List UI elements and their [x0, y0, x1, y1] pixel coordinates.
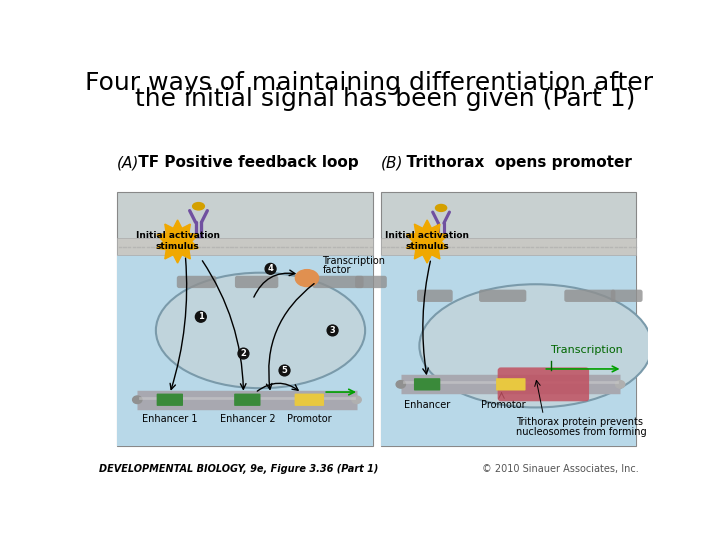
Ellipse shape [352, 396, 361, 403]
Text: DEVELOPMENTAL BIOLOGY, 9e, Figure 3.36 (Part 1): DEVELOPMENTAL BIOLOGY, 9e, Figure 3.36 (… [99, 464, 379, 475]
FancyBboxPatch shape [312, 276, 364, 288]
Circle shape [265, 264, 276, 274]
Text: Four ways of maintaining differentiation after: Four ways of maintaining differentiation… [85, 71, 653, 94]
Ellipse shape [193, 202, 204, 210]
FancyBboxPatch shape [117, 255, 373, 446]
Text: the initial signal has been given (Part 1): the initial signal has been given (Part … [103, 87, 635, 111]
Ellipse shape [616, 381, 625, 388]
Text: stimulus: stimulus [405, 241, 449, 251]
Ellipse shape [156, 273, 365, 388]
FancyBboxPatch shape [355, 276, 387, 288]
Text: Promotor: Promotor [481, 400, 526, 410]
Text: Trithorax  opens promoter: Trithorax opens promoter [396, 156, 632, 170]
Ellipse shape [295, 269, 319, 287]
Circle shape [327, 325, 338, 336]
FancyBboxPatch shape [381, 239, 636, 255]
FancyBboxPatch shape [564, 289, 616, 302]
FancyBboxPatch shape [611, 289, 642, 302]
FancyBboxPatch shape [381, 255, 636, 446]
Text: Enhancer 1: Enhancer 1 [142, 414, 197, 423]
Text: Enhancer 2: Enhancer 2 [220, 414, 275, 423]
Ellipse shape [132, 396, 142, 403]
FancyBboxPatch shape [177, 276, 216, 288]
Text: (A): (A) [117, 156, 140, 170]
FancyBboxPatch shape [479, 289, 526, 302]
Text: 5: 5 [282, 366, 287, 375]
FancyBboxPatch shape [117, 192, 373, 446]
FancyBboxPatch shape [414, 378, 441, 390]
Text: nucleosomes from forming: nucleosomes from forming [516, 428, 647, 437]
Circle shape [279, 365, 290, 376]
FancyBboxPatch shape [234, 394, 261, 406]
Text: Trithorax protein prevents: Trithorax protein prevents [516, 417, 643, 427]
Text: (B): (B) [381, 156, 403, 170]
FancyBboxPatch shape [294, 394, 324, 406]
Text: Enhancer: Enhancer [404, 400, 450, 410]
Text: stimulus: stimulus [156, 241, 199, 251]
Text: TF Positive feedback loop: TF Positive feedback loop [132, 156, 359, 170]
FancyBboxPatch shape [381, 192, 636, 446]
Text: factor: factor [323, 265, 351, 275]
Text: 2: 2 [240, 349, 246, 358]
Text: 3: 3 [330, 326, 336, 335]
Text: Initial activation: Initial activation [135, 231, 220, 240]
FancyBboxPatch shape [117, 239, 373, 255]
Text: Initial activation: Initial activation [385, 231, 469, 240]
FancyBboxPatch shape [498, 367, 589, 401]
FancyBboxPatch shape [157, 394, 183, 406]
FancyBboxPatch shape [235, 276, 279, 288]
Text: © 2010 Sinauer Associates, Inc.: © 2010 Sinauer Associates, Inc. [482, 464, 639, 475]
FancyBboxPatch shape [496, 378, 526, 390]
FancyBboxPatch shape [417, 289, 453, 302]
Text: 4: 4 [268, 265, 274, 273]
Text: Promotor: Promotor [287, 414, 332, 423]
Polygon shape [407, 220, 448, 263]
Circle shape [195, 312, 206, 322]
Ellipse shape [436, 205, 446, 211]
Ellipse shape [419, 284, 652, 408]
Circle shape [238, 348, 249, 359]
Text: Transcription: Transcription [323, 256, 385, 266]
Ellipse shape [396, 381, 405, 388]
Text: 1: 1 [198, 312, 204, 321]
Polygon shape [157, 220, 198, 263]
Text: Transcription: Transcription [551, 345, 623, 355]
